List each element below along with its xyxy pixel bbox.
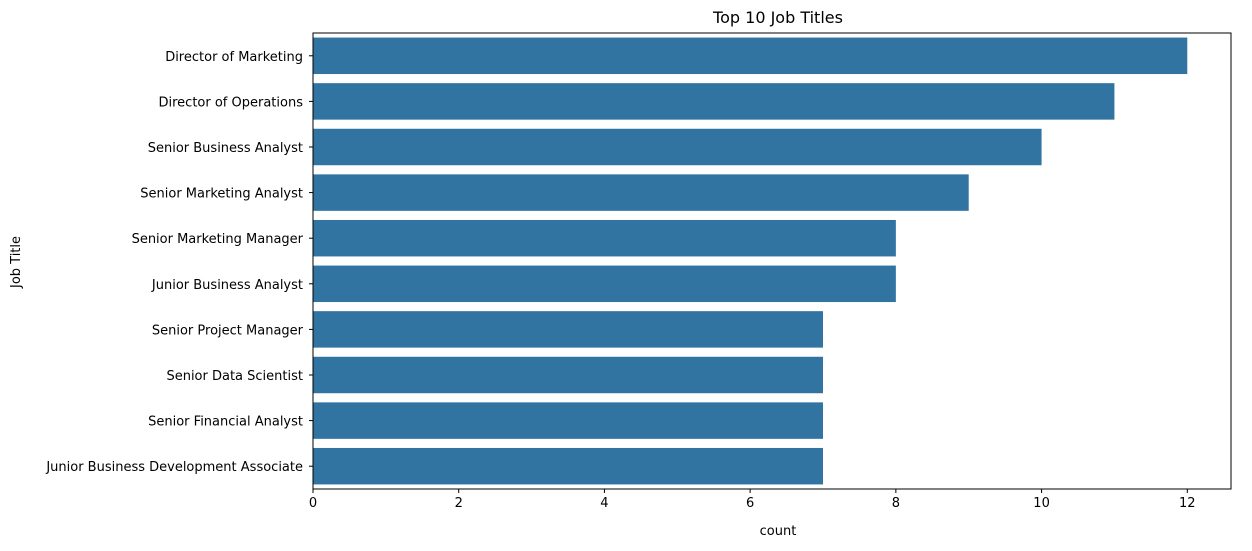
bar [313,174,969,211]
plot-area-frame [312,32,1232,490]
y-tick-label: Junior Business Development Associate [45,460,303,475]
bar [313,447,823,485]
chart-title: Top 10 Job Titles [712,8,843,27]
x-tick-label: 12 [1179,496,1196,511]
x-tick-layer: 0 2 4 6 8 10 12 [309,489,1196,511]
y-tick-label: Senior Marketing Analyst [140,187,303,202]
bar [313,37,1188,75]
bar [313,128,1042,166]
y-tick-label: Senior Business Analyst [148,141,303,156]
y-tick-label: Senior Financial Analyst [148,415,303,430]
bar [313,83,1115,120]
bar [313,219,896,257]
x-tick-label: 4 [600,496,608,511]
x-axis-label: count [760,524,797,539]
bars-layer [313,37,1188,485]
x-tick-label: 2 [455,496,463,511]
x-tick-label: 10 [1033,496,1050,511]
y-tick-label: Director of Marketing [165,50,303,65]
y-axis-label: Job Title [9,236,24,289]
y-tick-label: Senior Marketing Manager [132,232,304,247]
x-tick-label: 6 [746,496,754,511]
y-tick-label: Director of Operations [159,95,304,110]
bar [313,402,823,439]
y-tick-label: Junior Business Analyst [151,278,303,293]
y-tick-label: Senior Project Manager [152,323,304,338]
x-tick-label: 8 [892,496,900,511]
x-tick-label: 0 [309,496,317,511]
bar [313,265,896,303]
bar [313,356,823,394]
y-tick-layer: Director of Marketing Director of Operati… [45,50,313,475]
bar [313,311,823,348]
y-tick-label: Senior Data Scientist [166,369,303,384]
